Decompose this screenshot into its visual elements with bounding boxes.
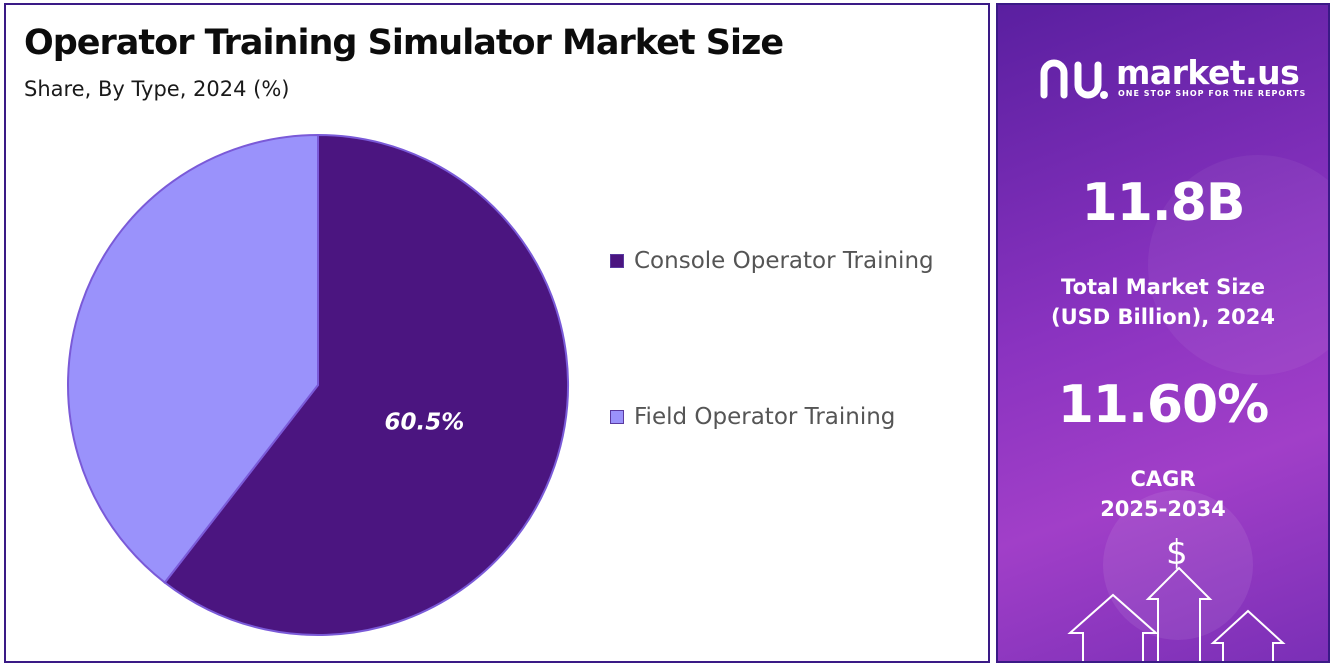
cagr-value: 11.60% [1057,375,1270,435]
market-size-label-line2: (USD Billion), 2024 [1050,305,1276,329]
summary-panel: market.us ONE STOP SHOP FOR THE REPORTS … [996,3,1330,663]
market-size-value: 11.8B [1081,173,1246,233]
decorative-background [1067,155,1328,661]
cagr-label-line2: 2025-2034 [1100,497,1226,521]
brand-tagline: ONE STOP SHOP FOR THE REPORTS [1118,89,1307,98]
legend-swatch-field [610,410,624,424]
market-us-logo-icon [1040,59,1108,99]
cagr-label-line1: CAGR [1130,467,1196,491]
legend-item-console-operator-training: Console Operator Training [610,243,934,279]
pie-slice-console-operator-training [163,133,569,636]
pie-chart: 60.5% [67,133,569,636]
chart-legend: Console Operator Training Field Operator… [610,243,934,555]
brand-name: market.us [1116,53,1300,92]
growth-arrows-icon [1067,566,1286,661]
chart-panel: Operator Training Simulator Market Size … [4,3,990,663]
brand-logo: market.us ONE STOP SHOP FOR THE REPORTS [1038,51,1308,107]
page-subtitle: Share, By Type, 2024 (%) [24,77,290,101]
legend-swatch-console [610,254,624,268]
legend-label-field: Field Operator Training [634,404,896,430]
dollar-icon: $ [1166,533,1188,573]
legend-label-console: Console Operator Training [634,248,934,274]
legend-item-field-operator-training: Field Operator Training [610,399,934,435]
pie-slice-field-operator-training [67,133,319,584]
page-title: Operator Training Simulator Market Size [24,23,784,63]
market-size-label-line1: Total Market Size [1061,275,1265,299]
pie-data-label-console-operator-training: 60.5% [385,409,465,435]
